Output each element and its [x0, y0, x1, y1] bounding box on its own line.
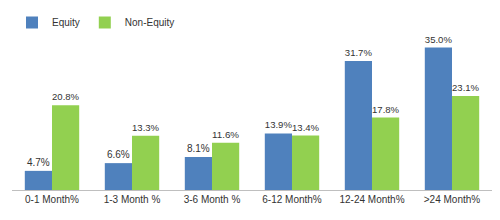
svg-text:23.1%: 23.1%	[452, 82, 480, 93]
svg-text:4.7%: 4.7%	[27, 157, 50, 168]
svg-text:13.4%: 13.4%	[292, 122, 320, 133]
svg-text:3-6 Month %: 3-6 Month %	[184, 194, 241, 205]
svg-text:Non-Equity: Non-Equity	[125, 17, 174, 28]
svg-text:Equity: Equity	[52, 17, 80, 28]
svg-text:17.8%: 17.8%	[372, 104, 400, 115]
svg-text:0-1 Month%: 0-1 Month%	[25, 194, 79, 205]
svg-text:1-3 Month %: 1-3 Month %	[104, 194, 161, 205]
svg-text:31.7%: 31.7%	[345, 47, 373, 58]
svg-text:35.0%: 35.0%	[425, 34, 453, 45]
svg-text:12-24 Month%: 12-24 Month%	[339, 194, 404, 205]
svg-text:20.8%: 20.8%	[52, 91, 80, 102]
svg-text:13.3%: 13.3%	[132, 122, 160, 133]
svg-text:13.9%: 13.9%	[265, 119, 293, 130]
svg-text:8.1%: 8.1%	[187, 143, 210, 154]
svg-text:6-12 Month%: 6-12 Month%	[262, 194, 322, 205]
svg-text:11.6%: 11.6%	[212, 129, 239, 140]
svg-text:>24 Month%: >24 Month%	[424, 194, 481, 205]
svg-text:6.6%: 6.6%	[107, 149, 130, 160]
